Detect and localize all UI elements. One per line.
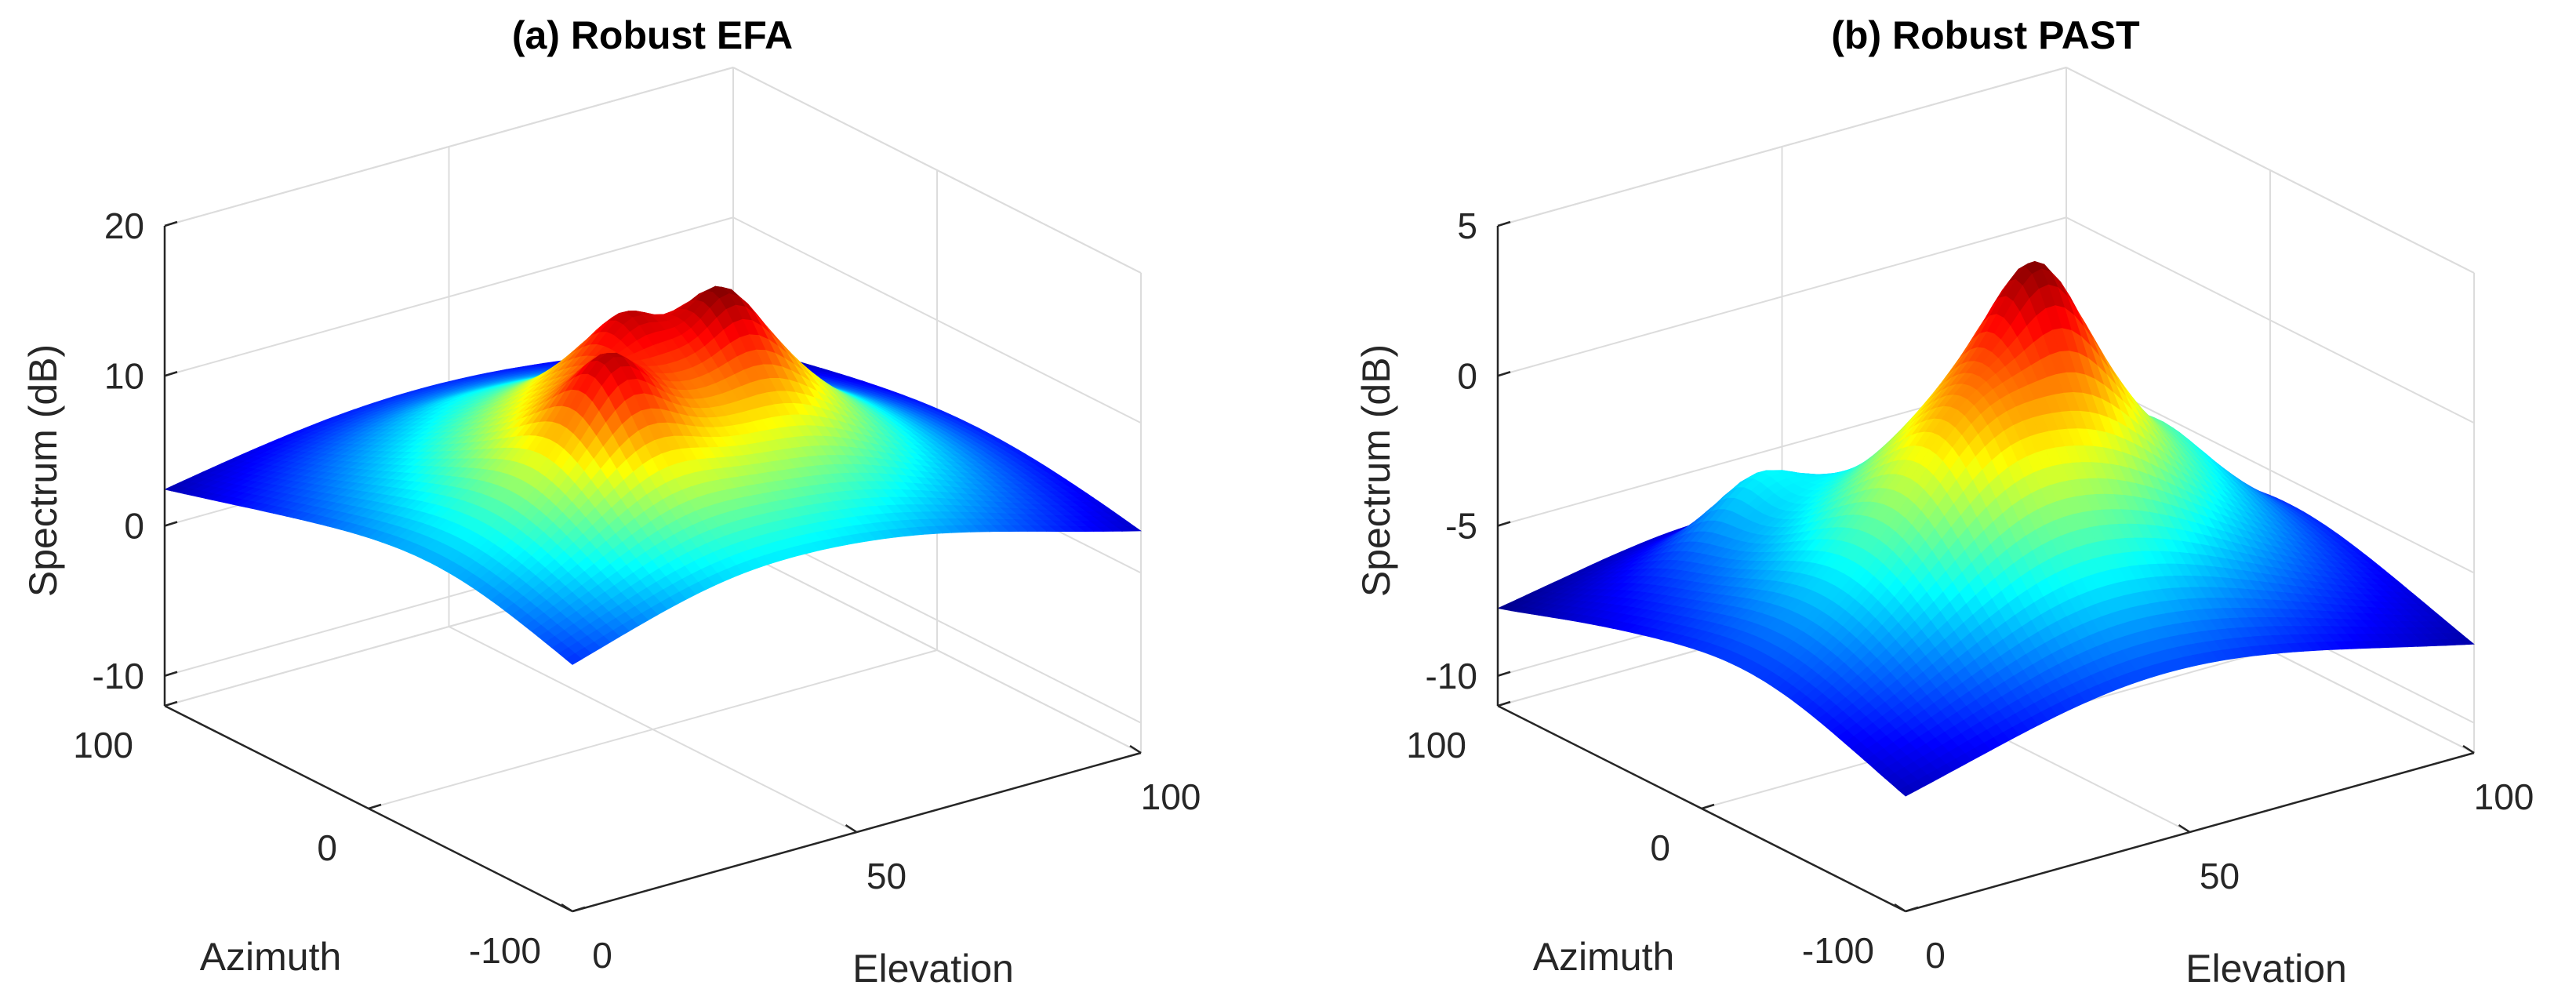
z-tick-mark (164, 671, 178, 677)
z-tick-label: 20 (104, 205, 144, 246)
chart-title: (a) Robust EFA (512, 13, 793, 57)
chart-title: (b) Robust PAST (1831, 13, 2139, 57)
y-tick-mark (164, 700, 178, 707)
y-tick-label: 0 (317, 827, 337, 868)
z-tick-mark (164, 220, 178, 227)
z-axis-label: Spectrum (dB) (21, 344, 65, 597)
z-tick-label: -10 (93, 656, 144, 696)
y-tick-mark (368, 803, 382, 810)
surface (1497, 260, 2475, 797)
z-tick-label: 0 (124, 506, 144, 547)
x-tick-mark (845, 823, 858, 834)
z-tick-label: 10 (104, 355, 144, 396)
x-tick-mark (561, 903, 573, 913)
x-tick-mark (1129, 744, 1142, 754)
surface (164, 285, 1142, 665)
y-tick-label: 100 (73, 725, 133, 765)
y-tick-label: -100 (469, 930, 541, 971)
z-tick-mark (164, 371, 178, 377)
x-tick-label: 100 (1141, 776, 1201, 817)
z-tick-mark (164, 521, 178, 527)
x-tick-label: 0 (592, 935, 612, 976)
x-tick-label: 50 (867, 856, 907, 896)
x-axis-label: Elevation (852, 947, 1014, 991)
grid-line (368, 649, 938, 809)
y-axis-label: Azimuth (200, 935, 342, 979)
